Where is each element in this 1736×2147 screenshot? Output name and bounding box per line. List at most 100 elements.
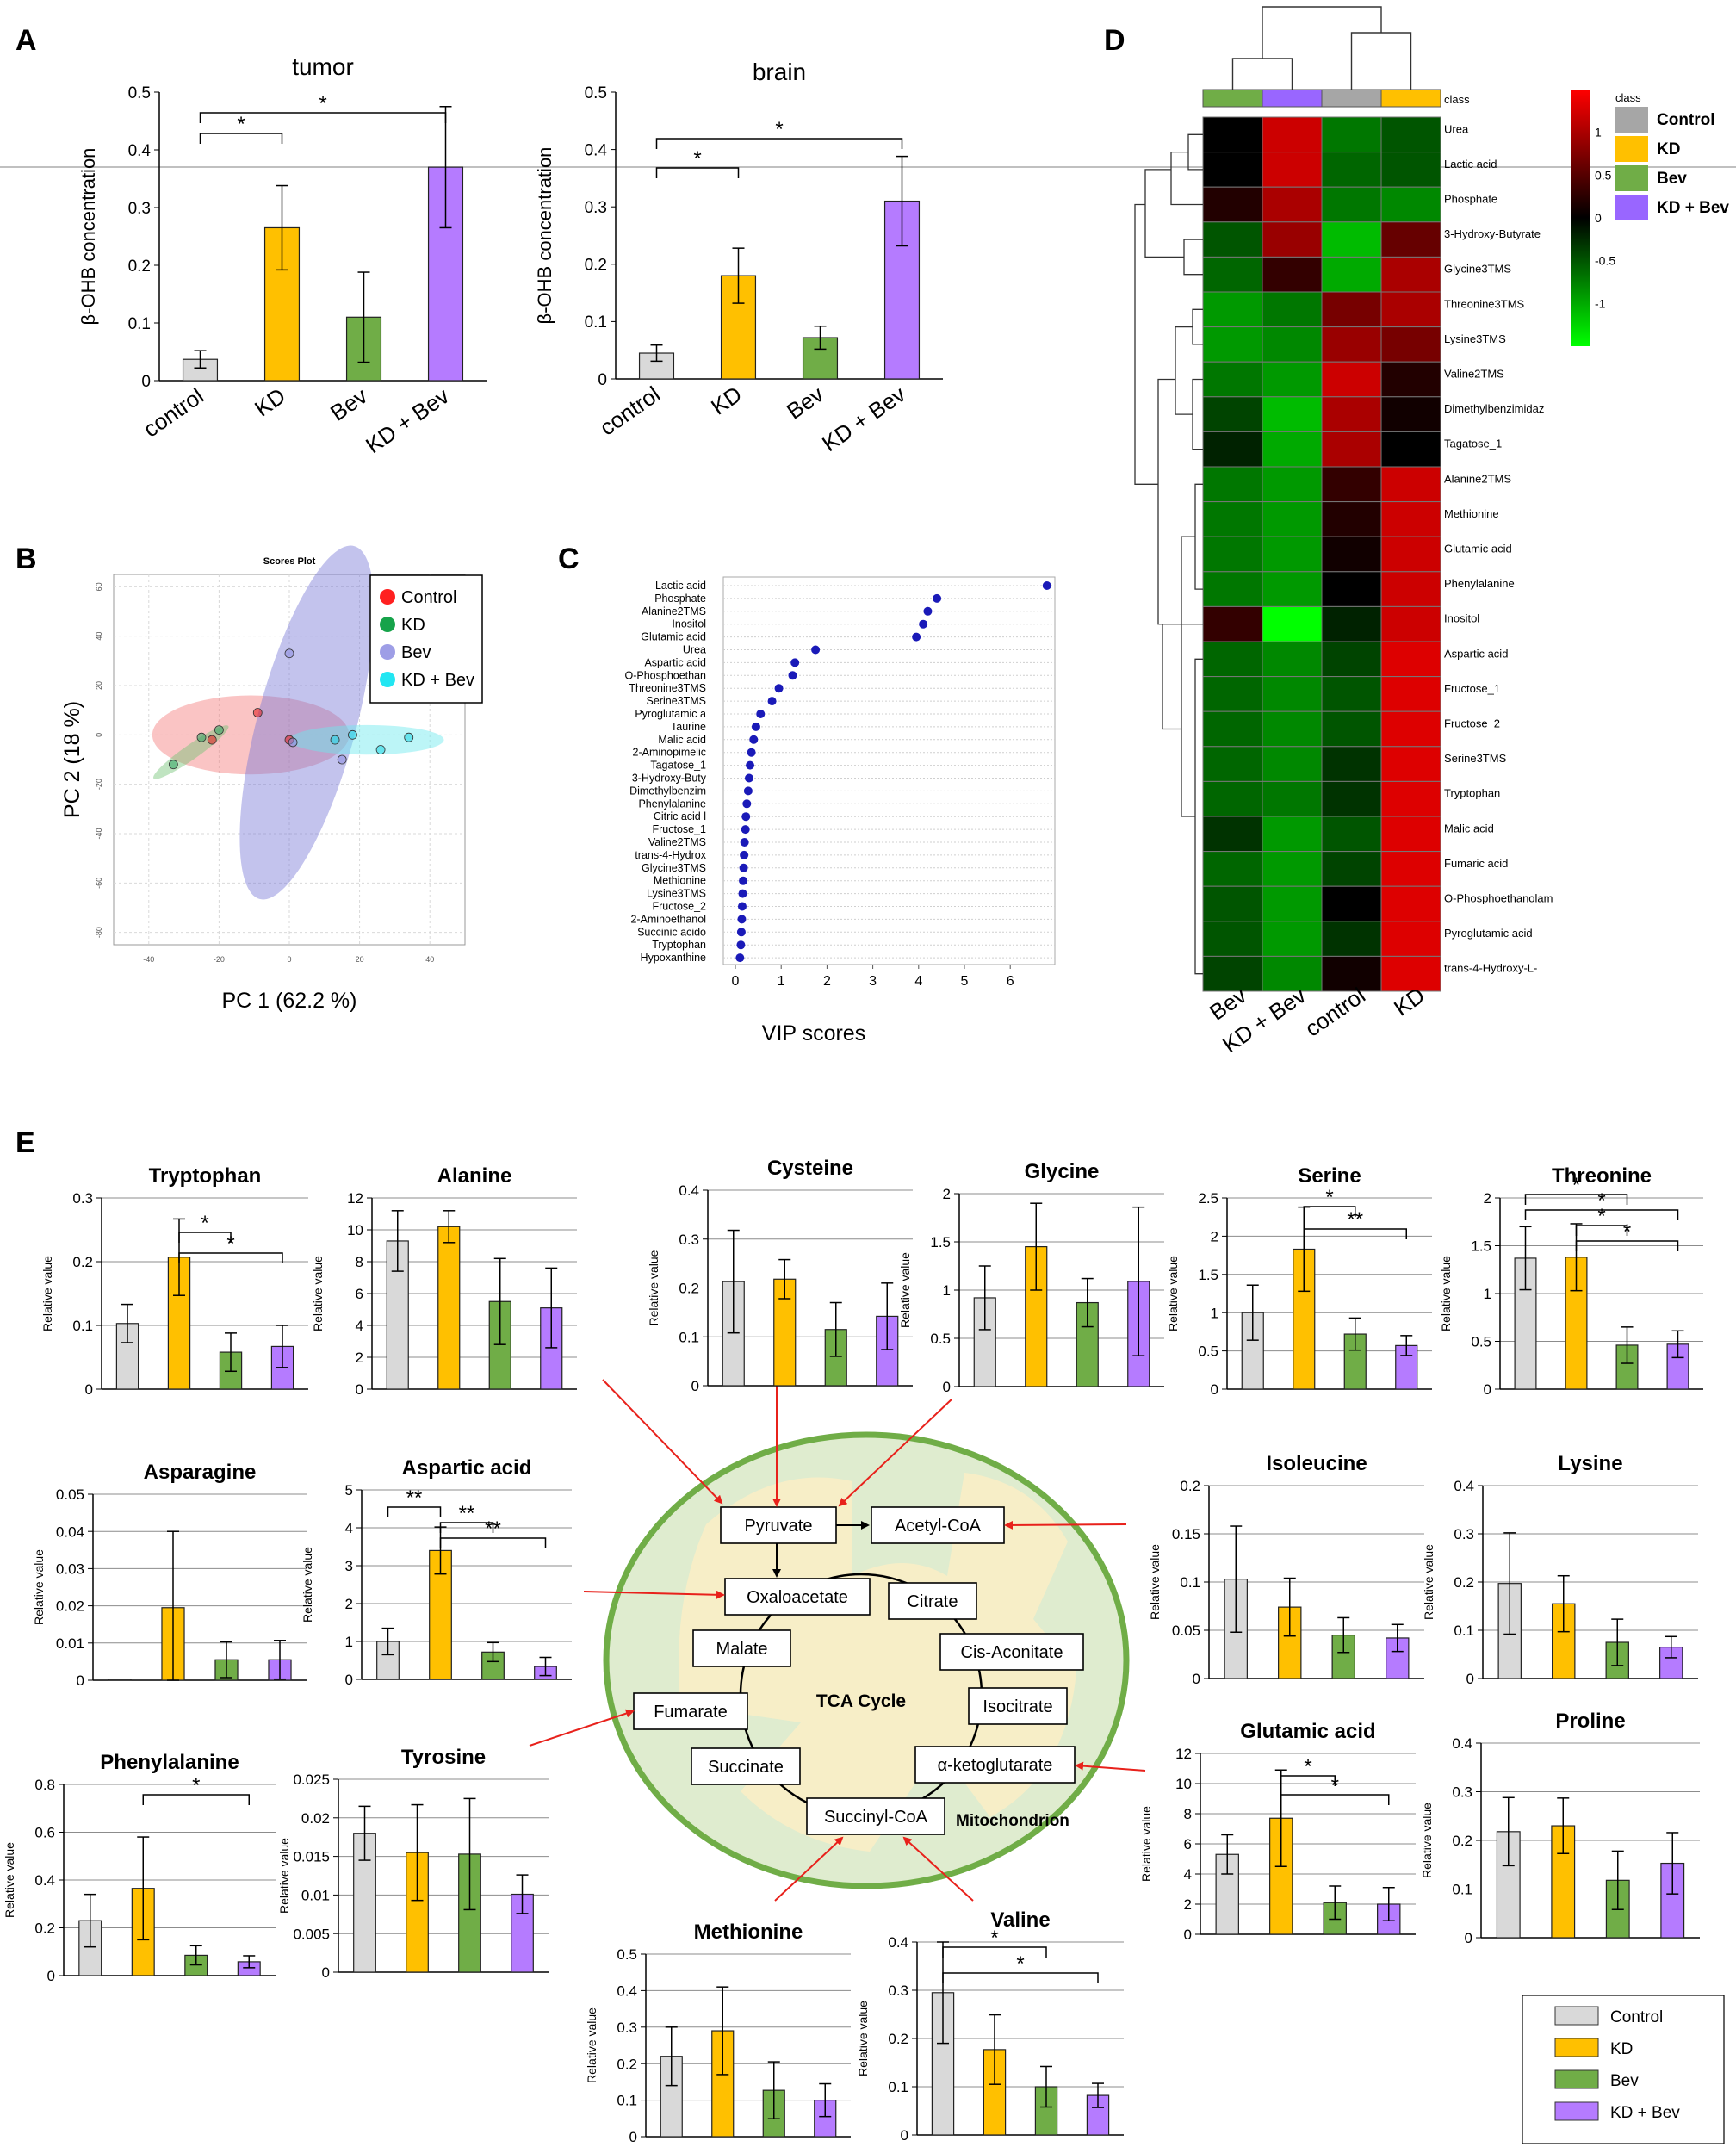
heatmap-colorbar-label: -1 [1595, 296, 1606, 310]
vip-point [739, 876, 748, 885]
E_lysine-ytick-label: 0.1 [1454, 1623, 1474, 1639]
red-arrow [529, 1709, 635, 1747]
pca-legend-label: KD + Bev [401, 671, 474, 690]
A_brain-ytick-label: 0.2 [585, 257, 607, 275]
panel-b: Scores Plot -40 -20 0 20 40 -80 -60 -40 -20 0 20 40 6… [60, 545, 483, 1013]
heatmap-colorbar-label: 0 [1595, 211, 1602, 225]
E_proline-title: Proline [1555, 1710, 1625, 1733]
E_threonine-significance-label: * [1623, 1220, 1631, 1244]
vip-feature-label: Urea [683, 644, 706, 656]
tca-node-label: Succinyl-CoA [824, 1808, 928, 1827]
E_alanine-ytick-label: 6 [356, 1286, 363, 1302]
A_tumor-ytick-label: 0.1 [128, 315, 151, 333]
pca-xtick-label: 20 [356, 955, 364, 964]
E_glutamic-chart: 0 2 4 6 8 10 12 Glutamic acid Relative value * * [1139, 1720, 1416, 1943]
heatmap-cell [1262, 291, 1323, 328]
E_glutamic-ytick-label: 8 [1184, 1806, 1192, 1822]
red-arrow [838, 1399, 952, 1507]
E_glycine-chart: 0 0.5 1 1.5 2 Glycine Relative value [898, 1160, 1164, 1395]
red-arrow [774, 1836, 844, 1902]
E_tryptophan-ytick-label: 0.2 [72, 1254, 93, 1270]
vip-feature-label: Lysine3TMS [647, 888, 706, 900]
vip-xtick-label: 2 [823, 974, 831, 989]
pca-ytick-label: 20 [95, 681, 103, 690]
heatmap: class Urea Lactic acid Phosphate 3-Hydroxy-B… [1134, 6, 1729, 1058]
tca-diagram: Pyruvate Acetyl-CoA Oxaloacetate Citrate Mal… [529, 1379, 1146, 1902]
pca-point [330, 735, 340, 745]
panel-letter-e: E [16, 1126, 35, 1159]
panel-letter-d: D [1104, 24, 1125, 57]
heatmap-cell [1202, 256, 1263, 293]
E_proline-ytick-label: 0.4 [1452, 1735, 1472, 1752]
heatmap-cell [1321, 291, 1382, 328]
heatmap-cell [1202, 885, 1263, 922]
E_aspartic-ytick-label: 1 [345, 1634, 353, 1650]
vip-feature-label: Inositol [672, 618, 706, 630]
E_valine-significance-bracket [942, 1946, 1047, 1958]
pca-ytick-label: 0 [95, 733, 103, 737]
vip-point [774, 684, 784, 693]
A_tumor-ylabel: β-OHB concentration [78, 148, 99, 326]
panel-letter-a: A [16, 24, 37, 57]
red-arrow [1075, 1761, 1146, 1772]
tca-node-label: Citrate [908, 1592, 958, 1611]
A_brain-ytick-label: 0.4 [585, 141, 608, 159]
E_glutamic-significance-label: * [1331, 1774, 1339, 1797]
E_aspartic-ytick-label: 0 [345, 1672, 353, 1688]
E_glutamic-ytick-label: 2 [1184, 1896, 1192, 1913]
vip-point [746, 760, 755, 770]
A_brain-significance-bracket [655, 167, 740, 178]
heatmap-cell [1262, 152, 1323, 188]
E_valine-chart: 0 0.1 0.2 0.3 0.4 Valine Relative value * * [856, 1908, 1124, 2144]
heatmap-cell [1202, 921, 1263, 957]
E_aspartic-ytick-label: 3 [345, 1558, 353, 1574]
E_isoleucine-ytick-label: 0 [1193, 1671, 1200, 1687]
heatmap-class-cell [1262, 89, 1323, 108]
vip-point [1042, 581, 1051, 590]
panel-d: class Urea Lactic acid Phosphate 3-Hydroxy-B… [1134, 6, 1729, 1058]
vip-xtick-label: 6 [1007, 974, 1014, 989]
vip-point [736, 940, 746, 950]
E_serine-ytick-label: 2 [1211, 1229, 1218, 1245]
E_serine-title: Serine [1298, 1164, 1361, 1188]
heatmap-row-label: 3-Hydroxy-Butyrate [1444, 227, 1541, 240]
A_brain-significance-bracket [655, 138, 903, 149]
A_tumor-title: tumor [292, 53, 354, 80]
heatmap-cell [1262, 221, 1323, 258]
heatmap-cell [1380, 676, 1442, 712]
tca-node-label: Isocitrate [983, 1697, 1052, 1716]
heatmap-cell [1321, 186, 1382, 223]
heatmap-cell [1321, 396, 1382, 432]
E_asparagine-chart: 0 0.01 0.02 0.03 0.04 0.05 Asparagine Relative … [32, 1461, 307, 1689]
tca-node-label: Malate [716, 1640, 767, 1659]
E_serine-ytick-label: 1 [1211, 1305, 1218, 1321]
vip-point [933, 593, 942, 603]
heatmap-cell [1321, 710, 1382, 748]
E_glycine-ytick-label: 0.5 [930, 1331, 951, 1347]
heatmap-cell [1262, 361, 1323, 398]
E_tyrosine-ytick-label: 0.015 [293, 1849, 330, 1865]
E_tryptophan-title: Tryptophan [149, 1164, 262, 1188]
heatmap-cell [1202, 605, 1263, 642]
E_valine-ytick-label: 0.1 [888, 2079, 908, 2095]
A_brain-significance-label: * [693, 147, 701, 171]
tca-node-box [692, 1629, 791, 1667]
vip-point [741, 812, 751, 822]
A_brain-title: brain [753, 59, 806, 85]
vip-point [735, 953, 745, 963]
E_glutamic-significance-bracket [1280, 1775, 1336, 1786]
heatmap-cell [1321, 955, 1382, 992]
heatmap-cell [1380, 466, 1442, 503]
E_cysteine-ytick-label: 0.1 [679, 1329, 699, 1345]
E_tryptophan-significance-label: * [201, 1212, 208, 1235]
E_cysteine-ytick-label: 0.2 [679, 1281, 699, 1297]
red-arrow [602, 1379, 723, 1505]
E_lysine-ytick-label: 0 [1466, 1671, 1474, 1687]
vip-feature-label: Succinic acido [637, 926, 706, 938]
E_threonine-ylabel: Relative value [1439, 1256, 1453, 1331]
A_tumor-xtick-label: Bev [326, 382, 372, 425]
E_asparagine-ytick-label: 0.02 [56, 1598, 84, 1615]
E_tryptophan-ytick-label: 0.1 [72, 1318, 93, 1334]
E_glutamic-significance-bracket [1280, 1794, 1390, 1805]
